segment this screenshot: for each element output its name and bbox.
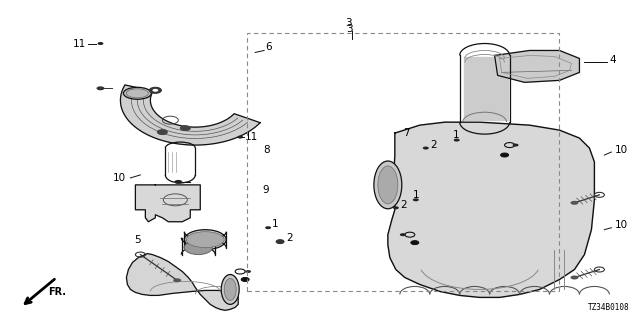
Circle shape xyxy=(241,277,249,282)
Polygon shape xyxy=(136,185,200,222)
Ellipse shape xyxy=(124,87,152,99)
Circle shape xyxy=(152,89,158,92)
Ellipse shape xyxy=(378,166,398,204)
Circle shape xyxy=(245,270,251,273)
Circle shape xyxy=(423,147,429,149)
Text: 2: 2 xyxy=(430,140,436,150)
Circle shape xyxy=(237,136,243,139)
Circle shape xyxy=(411,241,419,244)
Text: TZ34B0108: TZ34B0108 xyxy=(588,303,629,312)
Circle shape xyxy=(97,42,104,45)
Polygon shape xyxy=(388,122,595,297)
Ellipse shape xyxy=(184,230,226,250)
Circle shape xyxy=(570,201,579,205)
Polygon shape xyxy=(495,51,579,82)
Text: 5: 5 xyxy=(134,235,141,245)
Circle shape xyxy=(97,86,104,90)
Text: 3: 3 xyxy=(346,24,353,34)
Circle shape xyxy=(570,276,579,279)
Circle shape xyxy=(513,144,518,147)
Circle shape xyxy=(180,126,190,131)
Circle shape xyxy=(454,139,460,141)
Text: 10: 10 xyxy=(614,220,627,230)
Text: 4: 4 xyxy=(609,55,616,65)
Text: 11: 11 xyxy=(245,132,259,142)
Ellipse shape xyxy=(184,241,212,255)
Text: 10: 10 xyxy=(614,145,627,155)
Ellipse shape xyxy=(221,275,239,304)
Circle shape xyxy=(149,87,161,93)
Text: 1: 1 xyxy=(452,130,460,140)
Text: 11: 11 xyxy=(72,38,86,49)
Bar xyxy=(246,33,559,291)
Polygon shape xyxy=(120,85,260,145)
Circle shape xyxy=(174,180,182,184)
Text: 2: 2 xyxy=(400,200,406,210)
Polygon shape xyxy=(464,58,508,120)
Circle shape xyxy=(173,278,181,282)
Text: 6: 6 xyxy=(265,43,272,52)
Circle shape xyxy=(157,130,167,135)
Text: 7: 7 xyxy=(403,128,410,138)
Ellipse shape xyxy=(224,278,236,300)
Text: 8: 8 xyxy=(263,145,269,155)
Text: 2: 2 xyxy=(286,233,292,243)
Text: 9: 9 xyxy=(262,185,269,195)
Ellipse shape xyxy=(186,232,224,248)
Ellipse shape xyxy=(374,161,402,209)
Text: 3: 3 xyxy=(345,18,351,28)
Circle shape xyxy=(413,198,419,201)
Circle shape xyxy=(393,206,399,209)
Text: 10: 10 xyxy=(113,173,125,183)
Text: 1: 1 xyxy=(413,190,419,200)
Text: 1: 1 xyxy=(272,219,279,229)
Text: FR.: FR. xyxy=(49,287,67,297)
Circle shape xyxy=(265,226,271,229)
Circle shape xyxy=(276,240,284,244)
Polygon shape xyxy=(127,253,238,310)
Circle shape xyxy=(500,153,509,157)
Circle shape xyxy=(400,233,406,236)
